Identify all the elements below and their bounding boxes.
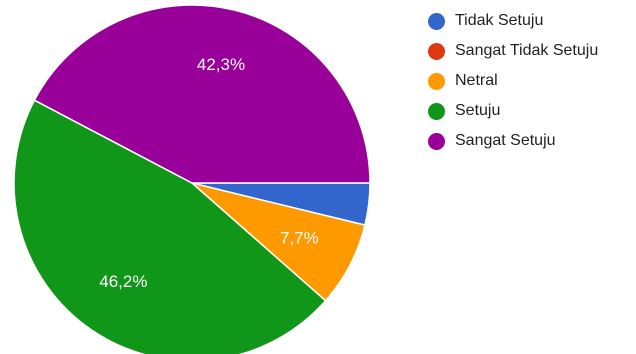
legend-item-setuju: Setuju	[428, 96, 598, 126]
pie-slice-sangat-setuju	[33, 4, 371, 184]
pie-slices	[13, 4, 371, 354]
chart-legend: Tidak Setuju Sangat Tidak Setuju Netral Set…	[428, 6, 598, 156]
legend-label: Tidak Setuju	[455, 12, 544, 29]
pie-value-label-sangat-setuju: 42,3%	[197, 55, 245, 74]
legend-swatch	[428, 72, 445, 90]
pie-value-labels: 7,7% 46,2% 42,3%	[99, 55, 318, 291]
legend-item-tidak-setuju: Tidak Setuju	[428, 6, 598, 36]
pie-slice-setuju	[13, 99, 327, 354]
legend-label: Sangat Tidak Setuju	[455, 42, 599, 59]
legend-label: Netral	[455, 72, 498, 89]
pie-value-label-setuju: 46,2%	[99, 272, 147, 291]
legend-item-netral: Netral	[428, 66, 598, 96]
legend-swatch	[428, 12, 445, 30]
legend-item-sangat-tidak-setuju: Sangat Tidak Setuju	[428, 36, 598, 66]
legend-label: Sangat Setuju	[455, 132, 556, 149]
legend-item-sangat-setuju: Sangat Setuju	[428, 126, 598, 156]
legend-swatch	[428, 132, 445, 150]
legend-label: Setuju	[455, 102, 501, 119]
legend-swatch	[428, 102, 445, 120]
pie-value-label-netral: 7,7%	[280, 228, 319, 247]
legend-swatch	[428, 42, 445, 60]
